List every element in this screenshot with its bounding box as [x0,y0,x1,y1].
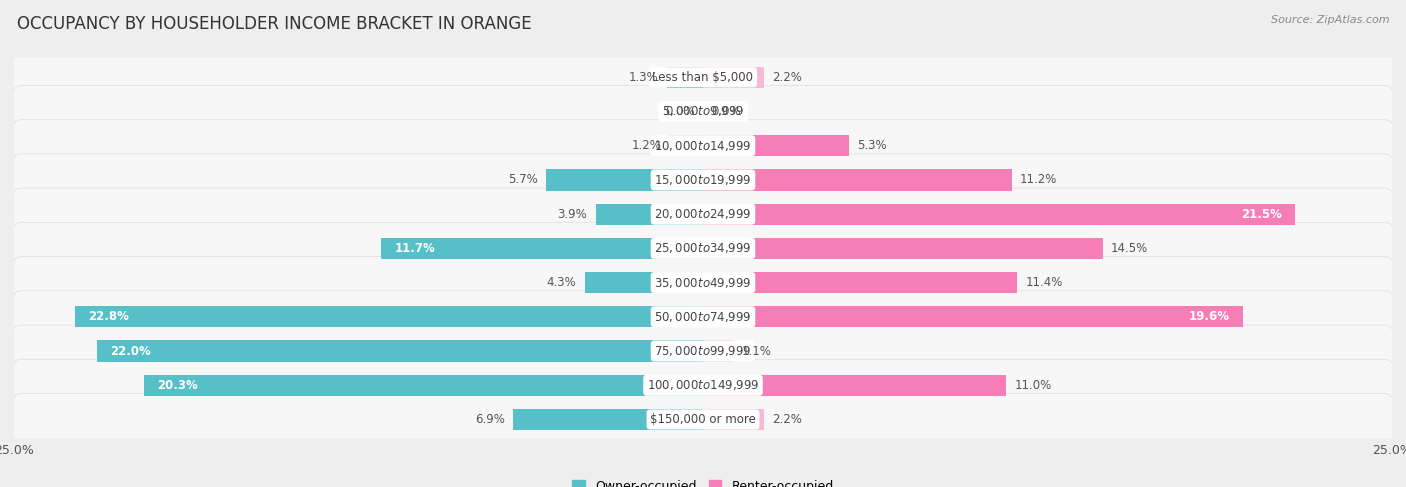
Text: $35,000 to $49,999: $35,000 to $49,999 [654,276,752,290]
Bar [703,409,763,430]
Text: 3.9%: 3.9% [558,207,588,221]
Bar [703,375,1007,396]
Bar [381,238,703,259]
Bar [596,204,703,225]
FancyBboxPatch shape [13,325,1393,377]
Text: $25,000 to $34,999: $25,000 to $34,999 [654,242,752,255]
Bar [513,409,703,430]
Text: 2.2%: 2.2% [772,71,801,84]
Bar [97,340,703,362]
Text: 4.3%: 4.3% [547,276,576,289]
Bar [546,169,703,190]
Text: 14.5%: 14.5% [1111,242,1149,255]
Text: 1.1%: 1.1% [741,344,772,357]
FancyBboxPatch shape [13,223,1393,274]
Text: 5.7%: 5.7% [508,173,537,187]
Text: 11.7%: 11.7% [394,242,434,255]
Text: 11.2%: 11.2% [1019,173,1057,187]
FancyBboxPatch shape [13,86,1393,137]
Text: $75,000 to $99,999: $75,000 to $99,999 [654,344,752,358]
Bar [669,135,703,156]
Bar [703,67,763,88]
FancyBboxPatch shape [13,393,1393,446]
Text: $10,000 to $14,999: $10,000 to $14,999 [654,139,752,153]
Text: $5,000 to $9,999: $5,000 to $9,999 [662,105,744,118]
Text: $20,000 to $24,999: $20,000 to $24,999 [654,207,752,221]
Text: 19.6%: 19.6% [1188,310,1229,323]
FancyBboxPatch shape [13,359,1393,411]
Text: $50,000 to $74,999: $50,000 to $74,999 [654,310,752,324]
Legend: Owner-occupied, Renter-occupied: Owner-occupied, Renter-occupied [572,480,834,487]
Text: 1.2%: 1.2% [631,139,662,152]
FancyBboxPatch shape [13,51,1393,103]
Bar [668,67,703,88]
Text: 1.3%: 1.3% [628,71,659,84]
Bar [75,306,703,327]
Text: 22.8%: 22.8% [89,310,129,323]
Text: 11.4%: 11.4% [1025,276,1063,289]
Text: Less than $5,000: Less than $5,000 [652,71,754,84]
Bar [703,272,1017,293]
Text: $150,000 or more: $150,000 or more [650,413,756,426]
Bar [703,169,1012,190]
Bar [703,306,1243,327]
Bar [703,340,734,362]
Bar [143,375,703,396]
Text: 22.0%: 22.0% [111,344,152,357]
Bar [703,238,1102,259]
Bar [703,135,849,156]
FancyBboxPatch shape [13,291,1393,343]
Text: 20.3%: 20.3% [157,379,198,392]
Text: 2.2%: 2.2% [772,413,801,426]
FancyBboxPatch shape [13,154,1393,206]
Text: 11.0%: 11.0% [1014,379,1052,392]
Text: 0.0%: 0.0% [711,105,741,118]
Text: 0.0%: 0.0% [665,105,695,118]
Text: 21.5%: 21.5% [1241,207,1282,221]
FancyBboxPatch shape [13,120,1393,172]
FancyBboxPatch shape [13,257,1393,309]
Bar [585,272,703,293]
Text: $15,000 to $19,999: $15,000 to $19,999 [654,173,752,187]
Bar [703,204,1295,225]
Text: Source: ZipAtlas.com: Source: ZipAtlas.com [1271,15,1389,25]
Text: OCCUPANCY BY HOUSEHOLDER INCOME BRACKET IN ORANGE: OCCUPANCY BY HOUSEHOLDER INCOME BRACKET … [17,15,531,33]
Text: 6.9%: 6.9% [475,413,505,426]
Text: 5.3%: 5.3% [858,139,887,152]
Text: $100,000 to $149,999: $100,000 to $149,999 [647,378,759,392]
FancyBboxPatch shape [13,188,1393,240]
